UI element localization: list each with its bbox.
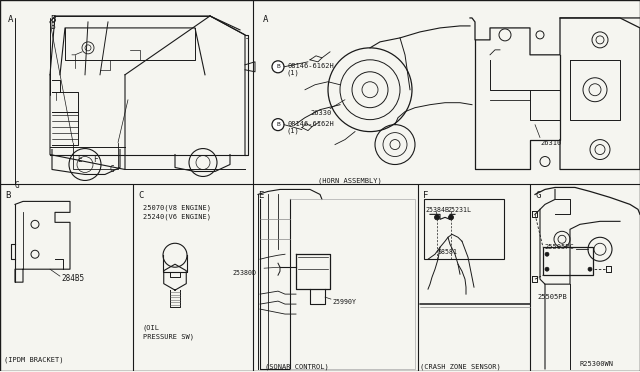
Text: F: F (423, 192, 428, 201)
Text: 25384B: 25384B (425, 207, 449, 214)
Text: G: G (15, 182, 20, 190)
Text: PRESSURE SW): PRESSURE SW) (143, 333, 194, 340)
Text: (1): (1) (287, 70, 300, 76)
Text: 08146-6162H: 08146-6162H (287, 63, 333, 69)
Text: A: A (263, 15, 268, 24)
Text: (IPDM BRACKET): (IPDM BRACKET) (4, 357, 63, 363)
Text: B: B (50, 15, 56, 24)
Circle shape (449, 215, 454, 220)
Circle shape (272, 61, 284, 73)
Text: 08146-6162H: 08146-6162H (287, 121, 333, 126)
Circle shape (272, 119, 284, 131)
Text: B: B (276, 64, 280, 69)
Text: E: E (77, 154, 82, 164)
Bar (424, 199, 504, 259)
Text: 98581: 98581 (438, 249, 458, 255)
Text: 26330: 26330 (310, 110, 332, 116)
Text: 25990Y: 25990Y (332, 299, 356, 305)
Text: B: B (276, 122, 280, 127)
Text: G: G (535, 192, 540, 201)
Text: R25300WN: R25300WN (580, 361, 614, 367)
Text: 26310: 26310 (540, 140, 561, 145)
Circle shape (588, 267, 592, 271)
Text: 25240(V6 ENGINE): 25240(V6 ENGINE) (143, 214, 211, 220)
Text: 25070(V8 ENGINE): 25070(V8 ENGINE) (143, 204, 211, 211)
Text: (SONAR CONTROL): (SONAR CONTROL) (265, 364, 329, 371)
Text: F: F (93, 154, 98, 164)
Bar (543, 247, 593, 275)
Circle shape (435, 215, 440, 220)
Text: B: B (5, 192, 10, 201)
Circle shape (545, 267, 549, 271)
Text: 284B5: 284B5 (61, 274, 84, 283)
Text: C: C (110, 164, 115, 173)
Text: (OIL: (OIL (143, 324, 160, 331)
Text: (HORN ASSEMBLY): (HORN ASSEMBLY) (318, 177, 382, 184)
Text: 25231L: 25231L (447, 207, 471, 214)
Text: C: C (138, 192, 143, 201)
Text: 25505PB: 25505PB (537, 294, 567, 300)
Text: E: E (258, 192, 264, 201)
Text: (CRASH ZONE SENSOR): (CRASH ZONE SENSOR) (420, 364, 500, 371)
Text: 25505PC: 25505PC (544, 244, 573, 250)
Text: 25380D: 25380D (232, 270, 256, 276)
Text: (1): (1) (287, 128, 300, 134)
Text: A: A (8, 15, 13, 24)
Circle shape (545, 252, 549, 256)
Text: B: B (50, 22, 54, 31)
